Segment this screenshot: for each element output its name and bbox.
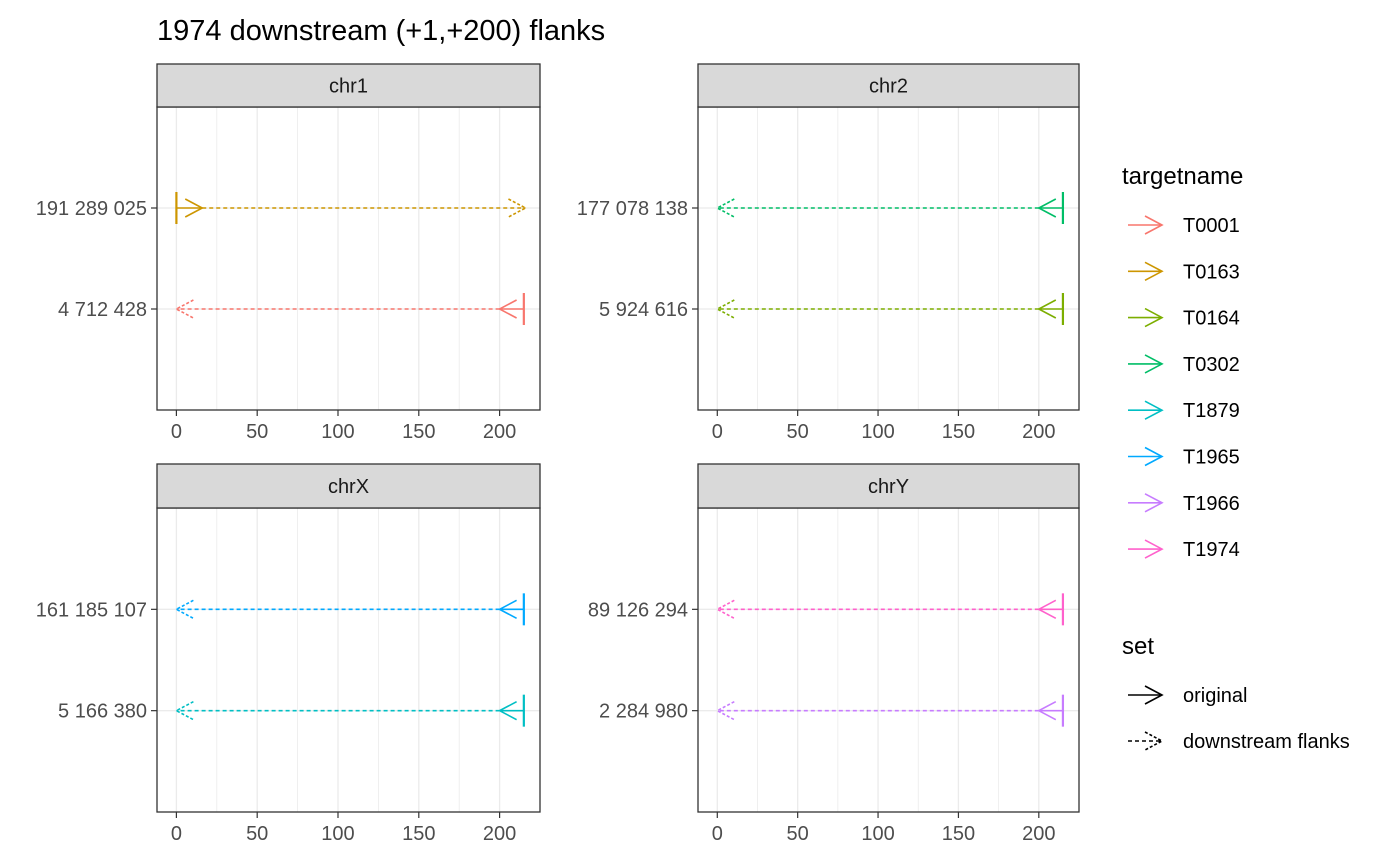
- panel-background: [157, 508, 540, 812]
- x-tick-label: 200: [1022, 421, 1055, 443]
- segment-t0163-downstream-flanks: [202, 198, 528, 218]
- x-tick-label: 150: [402, 421, 435, 443]
- legend-label: T0302: [1183, 354, 1240, 376]
- legend-key-arrowhead: [1144, 400, 1164, 420]
- x-tick-label: 0: [171, 421, 182, 443]
- legend-label: original: [1183, 685, 1247, 707]
- strip-background: [156, 63, 541, 108]
- arrowhead: [715, 198, 735, 218]
- panel-background: [698, 107, 1079, 410]
- x-tick-label: 200: [483, 823, 516, 845]
- legend-key-arrowhead: [1144, 731, 1164, 751]
- y-tick-label: 5 166 380: [58, 701, 147, 723]
- legend-key-arrowhead: [1144, 354, 1164, 374]
- legend-item-t1974: T1974: [1128, 539, 1240, 561]
- facet-panels: chr1 0 50 100 150 200 4 712 428 191 289 025 chr2…: [36, 63, 1080, 845]
- legend-key-arrowhead: [1144, 493, 1164, 513]
- arrowhead: [174, 599, 194, 620]
- legend-label: T0001: [1183, 215, 1240, 237]
- x-tick-label: 100: [321, 421, 354, 443]
- y-tick-label: 191 289 025: [36, 198, 147, 220]
- arrowhead: [715, 700, 735, 721]
- panel-chr2: chr2 0 50 100 150 200 5 924 616 177 078 138: [577, 63, 1080, 443]
- strip-label-chrx: chrX: [328, 476, 369, 498]
- x-tick-label: 150: [942, 823, 975, 845]
- legend-key-arrowhead: [1144, 685, 1164, 705]
- legend-item-t0302: T0302: [1128, 354, 1240, 376]
- strip-label-chry: chrY: [868, 476, 909, 498]
- x-tick-label: 200: [1022, 823, 1055, 845]
- x-tick-label: 0: [712, 421, 723, 443]
- x-tick-label: 100: [861, 823, 894, 845]
- legend-item-t1879: T1879: [1128, 400, 1240, 422]
- segment-t1966-downstream-flanks: [715, 700, 1039, 721]
- legend-key-arrowhead: [1144, 261, 1164, 282]
- legend-key-arrowhead: [1144, 215, 1164, 235]
- x-tick-label: 50: [787, 823, 809, 845]
- legend-item-t0163: T0163: [1128, 261, 1240, 283]
- legend-key-arrowhead: [1144, 307, 1164, 328]
- segment-t1965-downstream-flanks: [174, 599, 500, 620]
- legend-item-downstream-flanks: downstream flanks: [1128, 731, 1350, 753]
- legend-item-original: original: [1128, 685, 1247, 707]
- segment-t0164-downstream-flanks: [715, 299, 1039, 319]
- legend-label: T1974: [1183, 539, 1240, 561]
- strip-label-chr1: chr1: [329, 76, 368, 98]
- panel-chrx: chrX 0 50 100 150 200 5 166 380 161 185 107: [36, 463, 541, 845]
- x-tick-label: 100: [321, 823, 354, 845]
- y-tick-label: 5 924 616: [599, 299, 688, 321]
- legend-title-targetname: targetname: [1122, 163, 1243, 190]
- x-tick-label: 0: [171, 823, 182, 845]
- x-tick-label: 200: [483, 421, 516, 443]
- legend-item-t1966: T1966: [1128, 493, 1240, 515]
- legend-key-arrowhead: [1144, 446, 1164, 467]
- x-tick-label: 50: [787, 421, 809, 443]
- chart-title: 1974 downstream (+1,+200) flanks: [157, 15, 605, 47]
- panel-background: [157, 107, 540, 410]
- legend-label: T1966: [1183, 493, 1240, 515]
- strip-background: [697, 63, 1080, 108]
- segment-t0302-downstream-flanks: [715, 198, 1039, 218]
- legend-label: T1879: [1183, 400, 1240, 422]
- y-tick-label: 161 185 107: [36, 599, 147, 621]
- legend-label: T1965: [1183, 447, 1240, 469]
- legend-label: downstream flanks: [1183, 731, 1350, 753]
- panel-chry: chrY 0 50 100 150 200 2 284 980 89 126 294: [588, 463, 1080, 845]
- arrowhead: [174, 299, 194, 319]
- panel-chr1: chr1 0 50 100 150 200 4 712 428 191 289 025: [36, 63, 541, 443]
- strip-label-chr2: chr2: [869, 76, 908, 98]
- arrowhead: [508, 198, 528, 218]
- segment-t1974-downstream-flanks: [715, 599, 1039, 620]
- legend-item-t0001: T0001: [1128, 215, 1240, 237]
- legend-label: T0164: [1183, 308, 1240, 330]
- x-tick-label: 50: [246, 421, 268, 443]
- y-tick-label: 2 284 980: [599, 701, 688, 723]
- segment-t0001-downstream-flanks: [174, 299, 500, 319]
- arrowhead: [715, 299, 735, 319]
- legend-item-t0164: T0164: [1128, 308, 1240, 330]
- panel-background: [698, 508, 1079, 812]
- legend-title-set: set: [1122, 633, 1154, 660]
- strip-background: [697, 463, 1080, 509]
- x-tick-label: 0: [712, 823, 723, 845]
- x-tick-label: 150: [942, 421, 975, 443]
- arrowhead: [715, 599, 735, 620]
- legend: targetname T0001 T0163 T0164 T0302 T1879 T1965…: [1122, 163, 1350, 753]
- legend-key-arrowhead: [1144, 539, 1164, 559]
- y-tick-label: 177 078 138: [577, 198, 688, 220]
- legend-label: T0163: [1183, 261, 1240, 283]
- x-tick-label: 150: [402, 823, 435, 845]
- strip-background: [156, 463, 541, 509]
- y-tick-label: 89 126 294: [588, 599, 688, 621]
- segment-t1879-downstream-flanks: [174, 700, 500, 721]
- legend-item-t1965: T1965: [1128, 447, 1240, 469]
- x-tick-label: 100: [861, 421, 894, 443]
- y-tick-label: 4 712 428: [58, 299, 147, 321]
- x-tick-label: 50: [246, 823, 268, 845]
- arrowhead: [174, 700, 194, 721]
